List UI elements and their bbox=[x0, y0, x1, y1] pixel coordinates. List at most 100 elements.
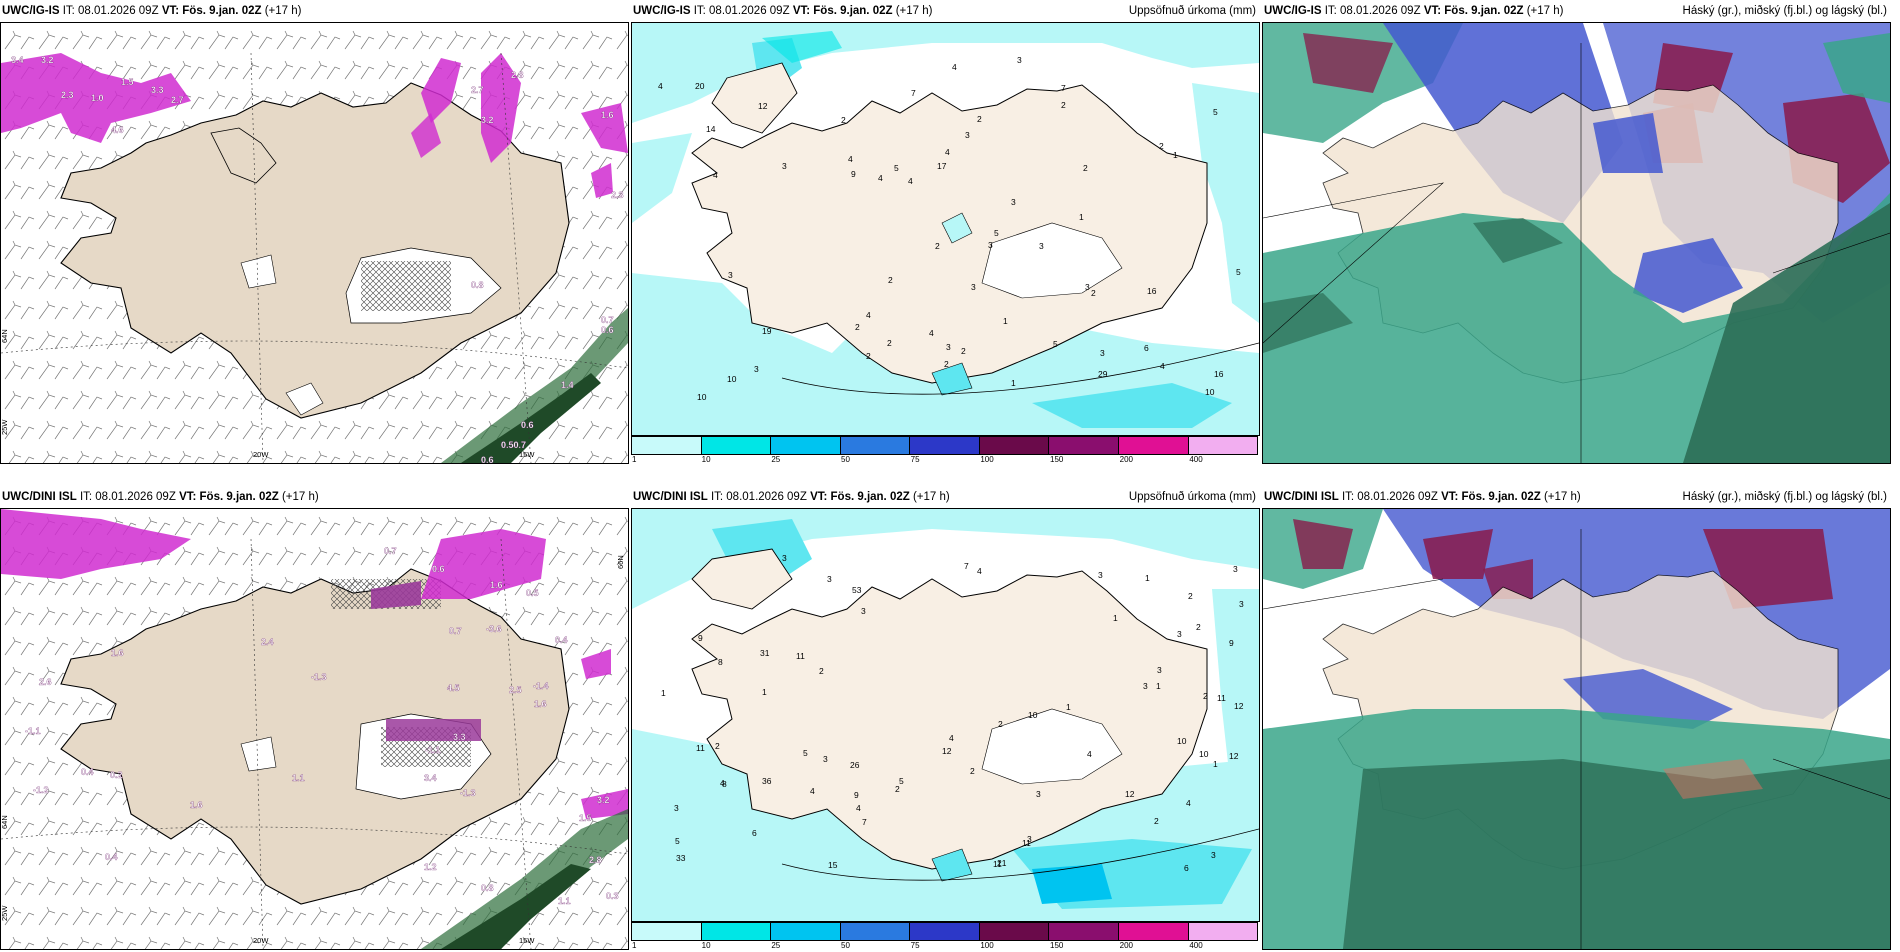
lead-time: (+17 h) bbox=[1543, 491, 1581, 503]
colorbar-label: 10 bbox=[701, 941, 711, 950]
value-label: 10 bbox=[727, 374, 737, 384]
panel-wind-top: UWC/IG-IS IT: 08.01.2026 09Z VT: Fös. 9.… bbox=[0, 0, 629, 464]
valid-time-label: VT: bbox=[810, 491, 828, 503]
colorbar-cell bbox=[1118, 437, 1189, 454]
value-label: 7 bbox=[862, 817, 867, 827]
value-label: 12 bbox=[1125, 789, 1135, 799]
colorbar-cell bbox=[632, 437, 702, 454]
value-label: 2.7 bbox=[471, 85, 484, 95]
value-label: 1.4 bbox=[561, 380, 574, 390]
colorbar-cell bbox=[771, 923, 841, 940]
value-label: 11 bbox=[993, 859, 1002, 869]
lead-time: (+17 h) bbox=[281, 491, 319, 503]
lead-time: (+17 h) bbox=[264, 5, 302, 17]
value-label: 4 bbox=[949, 733, 954, 743]
panel-wind-bottom: UWC/DINI ISL IT: 08.01.2026 09Z VT: Fös.… bbox=[0, 486, 629, 950]
colorbar-label: 200 bbox=[1119, 455, 1134, 464]
valid-time: Fös. 9.jan. 02Z bbox=[1444, 5, 1524, 17]
init-time: IT: 08.01.2026 09Z bbox=[710, 491, 807, 503]
value-label: 3 bbox=[1157, 665, 1162, 675]
value-label: 5 bbox=[894, 163, 899, 173]
colorbar-cell bbox=[979, 437, 1050, 454]
value-label: 7 bbox=[1061, 83, 1066, 93]
value-label: 1.0 bbox=[91, 93, 104, 103]
colorbar-label: 10 bbox=[701, 455, 711, 464]
map-wind-bottom[interactable]: 20W 15W 66N 64N 25W 3.4 3.2 2.5 1.5 1.2 -3.6 -… bbox=[0, 508, 629, 950]
iceland-landmass bbox=[60, 568, 570, 905]
colorbar-cell bbox=[632, 923, 702, 940]
model-label: UWC/IG-IS bbox=[1264, 5, 1322, 17]
map-cloud-top[interactable] bbox=[1262, 22, 1891, 464]
value-label: 3.4 bbox=[11, 55, 24, 65]
colorbar-label: 200 bbox=[1119, 941, 1134, 950]
value-label: 0.6 bbox=[481, 455, 494, 463]
value-label: 6 bbox=[1184, 863, 1189, 873]
value-label: 2.6 bbox=[39, 677, 52, 687]
value-label: 2 bbox=[895, 784, 900, 794]
value-label: -1.1 bbox=[425, 745, 441, 755]
panel-precip-top: UWC/IG-IS IT: 08.01.2026 09Z VT: Fös. 9.… bbox=[631, 0, 1260, 464]
model-label: UWC/DINI ISL bbox=[2, 491, 77, 503]
iceland-landmass bbox=[60, 82, 570, 419]
value-label: 15 bbox=[828, 860, 838, 870]
value-label: 5 bbox=[899, 776, 904, 786]
value-label: 4 bbox=[1160, 361, 1165, 371]
value-label: 1.6 bbox=[490, 580, 503, 590]
valid-time: Fös. 9.jan. 02Z bbox=[1461, 491, 1541, 503]
value-label: 0.6 bbox=[521, 420, 534, 430]
colorbar-label: 1 bbox=[632, 941, 637, 950]
value-label: 4 bbox=[878, 173, 883, 183]
value-label: 3.2 bbox=[41, 55, 54, 65]
map-precip-top[interactable]: 10 16 5 3 7 3 6 7 3 2 10 9 2 4 5 4 3 3 2 5 4 3 2 3 2 2 5 3 1 1 4 2 2 10 3 1… bbox=[631, 22, 1260, 436]
colorbar-cell bbox=[979, 923, 1050, 940]
value-label: 11 bbox=[696, 743, 705, 753]
value-label: 2 bbox=[1061, 100, 1066, 110]
value-label: 53 bbox=[852, 585, 862, 595]
value-label: 0.7 bbox=[384, 546, 397, 556]
value-label: -1.1 bbox=[25, 726, 41, 736]
value-label: 1.6 bbox=[534, 699, 547, 709]
value-label: 4 bbox=[866, 310, 871, 320]
colorbar-cell bbox=[701, 437, 772, 454]
colorbar-cell bbox=[1049, 437, 1119, 454]
colorbar-cell bbox=[1118, 923, 1189, 940]
value-label: 4 bbox=[929, 328, 934, 338]
colorbar-cell bbox=[1049, 923, 1119, 940]
panel-title: Háský (gr.), miðský (fj.bl.) og lágský (… bbox=[1682, 5, 1887, 17]
value-label: 8 bbox=[722, 779, 727, 789]
value-label: 0.8 bbox=[481, 883, 494, 893]
init-time: IT: 08.01.2026 09Z bbox=[1324, 5, 1421, 17]
value-label: 2 bbox=[887, 338, 892, 348]
value-label: 3 bbox=[1085, 282, 1090, 292]
value-label: 11 bbox=[1217, 693, 1226, 703]
model-label: UWC/IG-IS bbox=[2, 5, 60, 17]
panel-header: UWC/DINI ISL IT: 08.01.2026 09Z VT: Fös.… bbox=[0, 486, 629, 508]
value-label: 1 bbox=[1113, 613, 1118, 623]
value-label: 3 bbox=[1177, 629, 1182, 639]
map-precip-bottom[interactable]: 11 8 9 7 10 11 6 3 6 3 7 3 10 9 10 12 12 11 4 3 2 1 3 4 3 2 3 2 2 1 1 3… bbox=[631, 508, 1260, 922]
value-label: 1 bbox=[1079, 212, 1084, 222]
value-label: 3 bbox=[728, 270, 733, 280]
map-wind-top[interactable]: 20W 15W 64N 25W 3.4 3.2 2.3 1.0 1.5 3.3 2.7 4.6… bbox=[0, 22, 629, 464]
value-label: 3.3 bbox=[453, 732, 466, 742]
value-label: 3 bbox=[1039, 241, 1044, 251]
value-label: 9 bbox=[851, 169, 856, 179]
colorbar-label: 400 bbox=[1189, 455, 1203, 464]
value-label: 2 bbox=[841, 115, 846, 125]
value-label: 3 bbox=[971, 282, 976, 292]
value-label: -3.6 bbox=[486, 624, 502, 634]
value-label: 12 bbox=[942, 746, 952, 756]
value-label: 4 bbox=[977, 566, 982, 576]
panel-header: UWC/DINI ISL IT: 08.01.2026 09Z VT: Fös.… bbox=[631, 486, 1260, 508]
colorbar-label: 150 bbox=[1050, 455, 1064, 464]
colorbar-label: 400 bbox=[1189, 941, 1203, 950]
value-label: 2 bbox=[977, 114, 982, 124]
panel-cloud-top: UWC/IG-IS IT: 08.01.2026 09Z VT: Fös. 9.… bbox=[1262, 0, 1891, 464]
panel-header: UWC/IG-IS IT: 08.01.2026 09Z VT: Fös. 9.… bbox=[0, 0, 629, 22]
colorbar-label: 50 bbox=[841, 455, 850, 464]
lat-label-2: 25W bbox=[1, 419, 9, 435]
map-cloud-bottom[interactable] bbox=[1262, 508, 1891, 950]
value-label: 1.1 bbox=[558, 896, 571, 906]
value-label: 1 bbox=[1213, 759, 1218, 769]
